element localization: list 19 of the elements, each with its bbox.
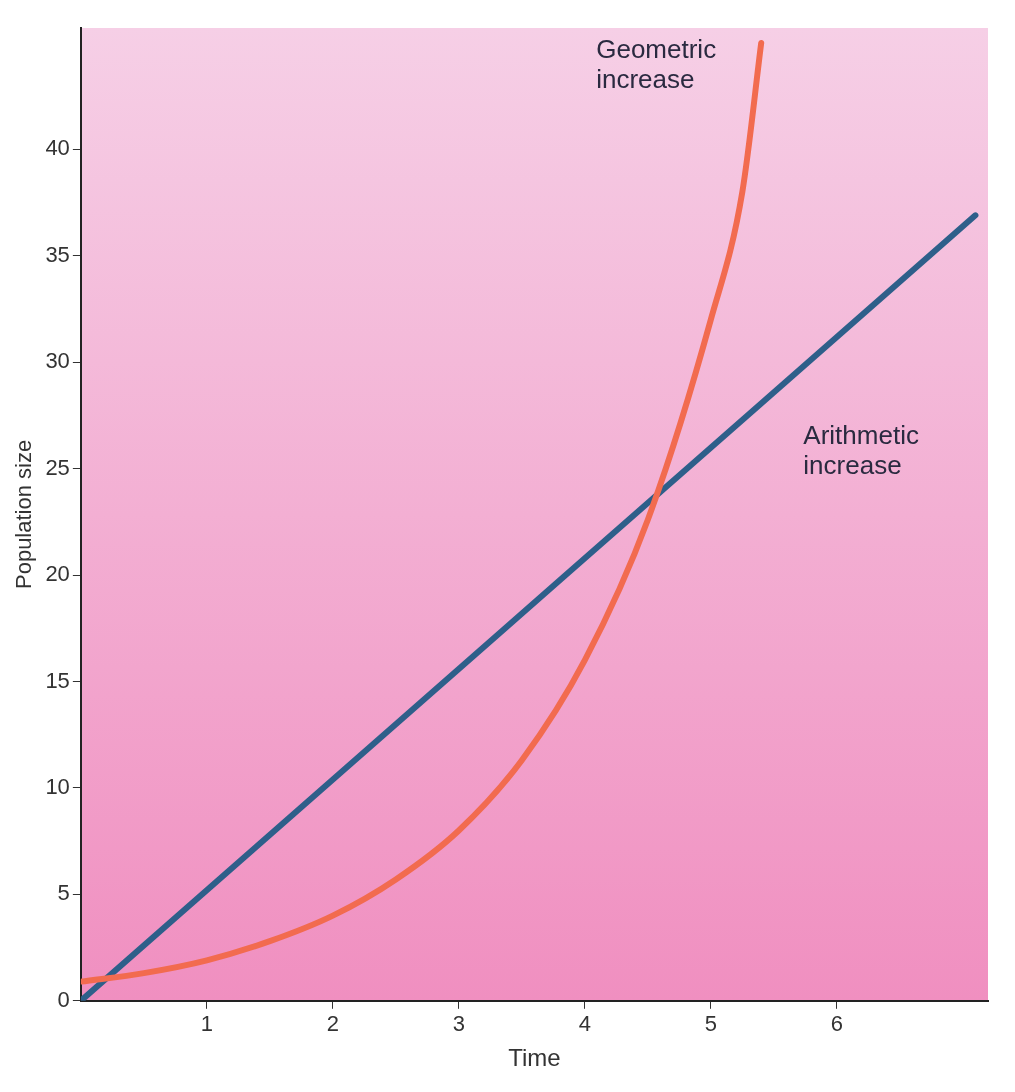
y-tick-label: 15 xyxy=(45,667,70,693)
y-tick-label: 5 xyxy=(57,880,70,906)
y-tick-label: 35 xyxy=(45,241,70,267)
y-tick-label: 20 xyxy=(45,561,70,587)
y-tick-label: 0 xyxy=(57,986,70,1012)
x-tick-label: 1 xyxy=(200,1011,213,1037)
x-axis-title: Time xyxy=(508,1044,561,1072)
series-label: Arithmetic increase xyxy=(803,419,919,480)
x-tick-label: 5 xyxy=(704,1011,717,1037)
y-tick-label: 40 xyxy=(45,135,70,161)
y-tick-label: 30 xyxy=(45,348,70,374)
y-tick-label: 25 xyxy=(45,454,70,480)
y-axis-title: Population size xyxy=(11,439,37,590)
series-label: Geometric increase xyxy=(596,33,717,94)
x-tick-label: 6 xyxy=(830,1011,843,1037)
x-tick-label: 4 xyxy=(578,1011,591,1037)
y-tick-label: 10 xyxy=(45,774,70,799)
x-tick-label: 2 xyxy=(326,1011,339,1037)
x-tick-label: 3 xyxy=(452,1011,465,1037)
